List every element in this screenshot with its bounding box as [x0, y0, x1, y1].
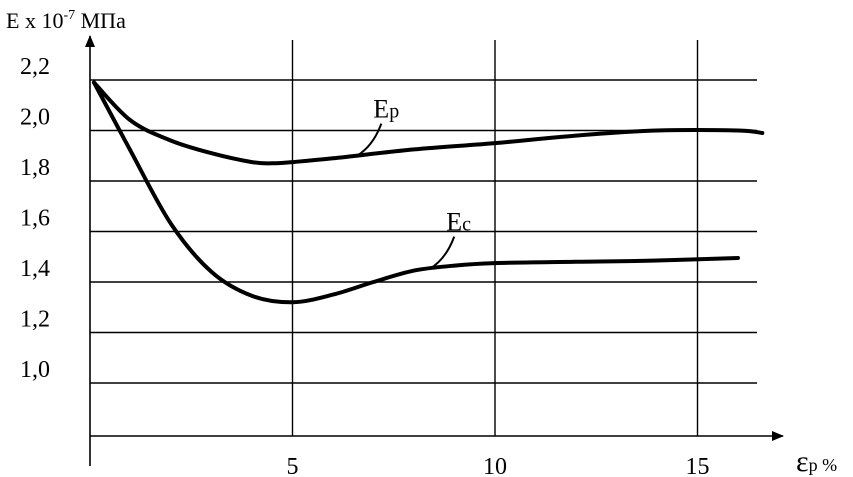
series: Ep Ec [92, 80, 765, 305]
x-tick-labels: 5 10 15 [287, 454, 710, 477]
x-tick-label: 5 [287, 454, 299, 477]
x-axis-title-symbol: ε [796, 445, 809, 477]
y-tick-label: 1,6 [20, 206, 50, 232]
y-tick-label: 2,0 [20, 105, 50, 131]
y-axis-title-unit: МПа [75, 8, 126, 33]
x-tick-label: 10 [483, 454, 507, 477]
y-tick-label: 2,2 [20, 54, 50, 80]
y-tick-labels: 1,0 1,2 1,4 1,6 1,8 2,0 2,2 [20, 54, 50, 383]
x-tick-label: 15 [686, 454, 710, 477]
y-tick-label: 1,0 [20, 357, 50, 383]
y-axis-title: E x 10-7 МПа [6, 8, 126, 33]
y-axis-title-exponent: -7 [63, 8, 75, 23]
series-line-Ec [92, 80, 740, 305]
y-tick-label: 1,2 [20, 307, 50, 333]
y-tick-label: 1,4 [20, 256, 50, 282]
x-axis-title-unit: % [818, 455, 838, 475]
series-label-Ec: Ec [446, 208, 471, 237]
y-axis-title-prefix: E x 10 [6, 8, 63, 33]
y-tick-label: 1,8 [20, 155, 50, 181]
series-label-Ep: Ep [373, 95, 399, 124]
x-axis-title-subscript: p [809, 455, 818, 475]
series-label-leader [356, 123, 383, 157]
series-label-leader [429, 236, 456, 270]
series-line-Ep [92, 80, 765, 166]
x-axis-title: εp % [796, 445, 837, 477]
grid [90, 40, 757, 436]
